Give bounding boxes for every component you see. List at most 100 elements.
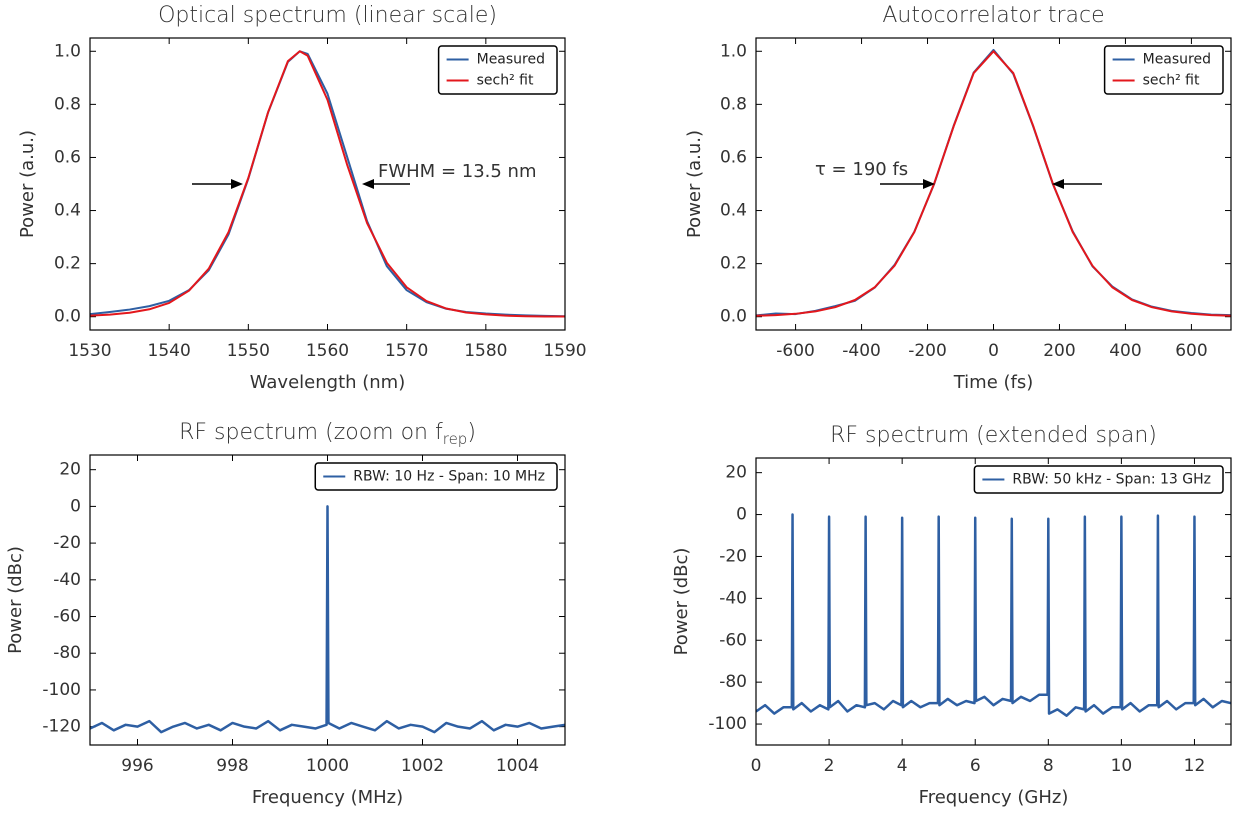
y-tick-label: -20 bbox=[53, 533, 81, 553]
x-tick-label: 400 bbox=[1109, 341, 1141, 361]
legend-box bbox=[1103, 45, 1224, 95]
x-tick-label: 996 bbox=[121, 756, 153, 776]
x-axis-label: Wavelength (nm) bbox=[250, 372, 406, 393]
y-tick-label: -40 bbox=[719, 588, 747, 608]
title-text: RF spectrum (zoom on f bbox=[179, 420, 443, 445]
subplot-title: Autocorrelator trace bbox=[882, 3, 1104, 28]
x-tick-label: 200 bbox=[1043, 341, 1075, 361]
legend-box bbox=[973, 465, 1224, 494]
arrow-head bbox=[923, 179, 935, 189]
y-tick-label: 0 bbox=[70, 496, 81, 516]
legend: RBW: 10 Hz - Span: 10 MHz bbox=[314, 462, 558, 491]
legend-label: RBW: 50 kHz - Span: 13 GHz bbox=[1012, 472, 1211, 488]
x-axis-label: Time (fs) bbox=[953, 372, 1034, 393]
x-tick-label: 1550 bbox=[227, 341, 270, 361]
subplot: RF spectrum (extended span) Frequency (GH… bbox=[671, 423, 1232, 808]
plot-frame bbox=[755, 37, 1232, 331]
y-tick-label: 0.8 bbox=[720, 94, 747, 114]
x-tick-label: 1570 bbox=[385, 341, 428, 361]
y-tick-label: 20 bbox=[59, 460, 81, 480]
legend: RBW: 50 kHz - Span: 13 GHz bbox=[973, 465, 1224, 494]
y-tick-label: -100 bbox=[42, 680, 81, 700]
y-axis-label: Power (a.u.) bbox=[684, 130, 705, 238]
x-tick-label: 1004 bbox=[496, 756, 539, 776]
y-tick-label: 1.0 bbox=[54, 41, 81, 61]
plot-lines bbox=[756, 513, 1231, 717]
x-tick-label: 998 bbox=[216, 756, 248, 776]
y-tick-label: -20 bbox=[719, 546, 747, 566]
y-tick-label: 1.0 bbox=[720, 41, 747, 61]
x-tick-label: 1002 bbox=[401, 756, 444, 776]
y-tick-label: -80 bbox=[53, 643, 81, 663]
y-tick-label: 0.8 bbox=[54, 94, 81, 114]
legend-box bbox=[314, 462, 558, 491]
legend: Measured sech² fit bbox=[1103, 45, 1224, 95]
y-tick-label: 0.4 bbox=[54, 201, 81, 221]
y-tick-label: 0 bbox=[736, 505, 747, 525]
annotation: FWHM = 13.5 nm bbox=[378, 161, 536, 182]
x-tick-label: 1530 bbox=[68, 341, 111, 361]
legend-label: sech² fit bbox=[1143, 73, 1200, 89]
y-tick-label: -100 bbox=[708, 714, 747, 734]
x-tick-label: -600 bbox=[776, 341, 815, 361]
data-line bbox=[90, 505, 565, 734]
y-axis-label: Power (dBc) bbox=[5, 546, 26, 654]
y-tick-label: -40 bbox=[53, 570, 81, 590]
y-tick-label: 20 bbox=[725, 463, 747, 483]
y-axis-label: Power (a.u.) bbox=[17, 130, 38, 238]
x-axis-label: Frequency (MHz) bbox=[252, 787, 403, 808]
plot-frame bbox=[755, 457, 1232, 746]
x-tick-label: 600 bbox=[1175, 341, 1207, 361]
x-tick-label: 0 bbox=[751, 756, 762, 776]
plot-frame bbox=[89, 454, 566, 746]
plot-lines bbox=[90, 505, 565, 734]
subplot: Optical spectrum (linear scale) Wavelengt… bbox=[17, 3, 587, 393]
subplot-title: Optical spectrum (linear scale) bbox=[158, 3, 497, 28]
x-tick-label: 6 bbox=[970, 756, 981, 776]
y-tick-label: 0.0 bbox=[54, 307, 81, 327]
title-text: Autocorrelator trace bbox=[882, 3, 1104, 28]
plot-lines bbox=[756, 48, 1231, 317]
subplot: Autocorrelator trace Time (fs) Power (a.u.… bbox=[684, 3, 1232, 393]
subplot: RF spectrum (zoom on frep) Frequency (MHz… bbox=[5, 420, 566, 808]
x-tick-label: 1580 bbox=[464, 341, 507, 361]
y-tick-label: -120 bbox=[42, 717, 81, 737]
y-tick-label: 0.2 bbox=[54, 254, 81, 274]
arrow-head bbox=[362, 179, 374, 189]
y-tick-label: -60 bbox=[53, 607, 81, 627]
y-tick-label: -60 bbox=[719, 630, 747, 650]
x-tick-label: 1540 bbox=[148, 341, 191, 361]
plot-lines bbox=[90, 50, 565, 318]
subplot-title: RF spectrum (zoom on frep) bbox=[179, 420, 476, 448]
data-line bbox=[756, 50, 1231, 317]
y-tick-label: 0.6 bbox=[54, 147, 81, 167]
x-tick-label: -400 bbox=[842, 341, 881, 361]
x-tick-label: 8 bbox=[1043, 756, 1054, 776]
x-tick-label: -200 bbox=[908, 341, 947, 361]
plot-frame bbox=[89, 37, 566, 331]
annotation: τ = 190 fs bbox=[815, 159, 908, 180]
y-tick-label: 0.2 bbox=[720, 254, 747, 274]
x-tick-label: 12 bbox=[1184, 756, 1206, 776]
x-tick-label: 0 bbox=[988, 341, 999, 361]
y-axis-label: Power (dBc) bbox=[671, 548, 692, 656]
title-text: RF spectrum (extended span) bbox=[830, 423, 1157, 448]
y-tick-label: -80 bbox=[719, 672, 747, 692]
data-line bbox=[90, 50, 565, 318]
x-tick-label: 1560 bbox=[306, 341, 349, 361]
x-axis-label: Frequency (GHz) bbox=[919, 787, 1069, 808]
subplot-title: RF spectrum (extended span) bbox=[830, 423, 1157, 448]
x-tick-label: 4 bbox=[897, 756, 908, 776]
legend-label: Measured bbox=[477, 52, 545, 68]
legend-box bbox=[437, 45, 558, 95]
y-tick-label: 0.6 bbox=[720, 147, 747, 167]
data-line bbox=[756, 513, 1231, 717]
legend: Measured sech² fit bbox=[437, 45, 558, 95]
title-suffix: ) bbox=[467, 420, 476, 445]
x-tick-label: 1000 bbox=[306, 756, 349, 776]
arrow-head bbox=[231, 179, 243, 189]
legend-label: RBW: 10 Hz - Span: 10 MHz bbox=[353, 469, 545, 485]
x-tick-label: 10 bbox=[1111, 756, 1133, 776]
title-text: Optical spectrum (linear scale) bbox=[158, 3, 497, 28]
